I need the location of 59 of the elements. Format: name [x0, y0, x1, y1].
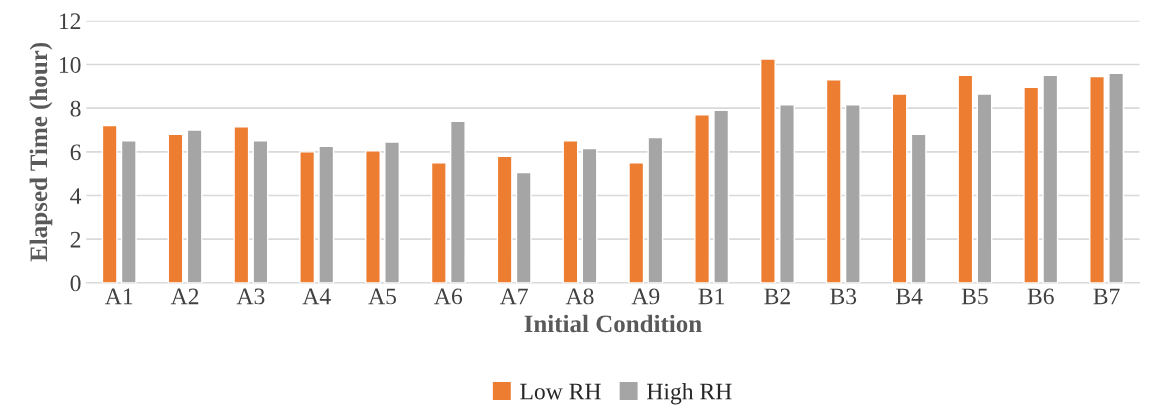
bar	[515, 171, 532, 283]
bar	[694, 114, 711, 283]
bar	[233, 126, 250, 283]
bar	[957, 74, 974, 283]
bar	[1023, 86, 1040, 283]
y-tick-label: 2	[70, 231, 81, 248]
bar	[365, 150, 381, 283]
bar	[1108, 72, 1125, 283]
y-tick-label: 0	[70, 275, 81, 292]
bar	[496, 155, 513, 283]
x-tick-label: A7	[499, 288, 528, 305]
bar	[318, 145, 335, 283]
bar	[186, 129, 203, 283]
bar	[1089, 75, 1105, 283]
bar	[628, 162, 645, 283]
x-tick-label: A8	[565, 288, 594, 305]
bar	[779, 104, 795, 283]
bar	[562, 140, 579, 283]
bar	[825, 79, 842, 283]
y-tick-label: 4	[70, 188, 82, 204]
bar	[430, 162, 447, 283]
bar	[910, 133, 927, 283]
x-tick-label: A4	[302, 288, 331, 305]
x-tick-label: B3	[830, 288, 857, 305]
x-tick-label: A2	[170, 288, 199, 305]
bar	[384, 141, 401, 283]
x-tick-label: A3	[236, 288, 265, 305]
x-tick-label: B4	[896, 288, 923, 305]
y-tick-label: 8	[70, 100, 81, 117]
x-tick-label: A9	[631, 288, 660, 305]
bar	[101, 124, 118, 283]
bar	[759, 58, 776, 283]
bar	[976, 93, 993, 283]
x-tick-label: A5	[368, 288, 397, 305]
bar	[299, 151, 316, 283]
x-tick-label: B5	[961, 288, 988, 305]
bar	[1042, 74, 1059, 283]
bar	[581, 147, 598, 283]
bar	[449, 120, 466, 283]
bar	[120, 140, 137, 283]
x-tick-label: A6	[434, 288, 463, 305]
legend-label: Low RH	[520, 383, 601, 400]
x-tick-label: B1	[698, 288, 724, 305]
y-tick-label: 6	[70, 144, 81, 161]
x-axis-title: Initial Condition	[524, 314, 702, 333]
y-tick-label: 12	[59, 13, 81, 29]
bar	[891, 93, 908, 283]
x-tick-label: B6	[1027, 288, 1054, 305]
bar	[713, 109, 730, 283]
y-axis-title: Elapsed Time (hour)	[29, 42, 53, 262]
x-tick-label: B7	[1093, 288, 1120, 305]
x-tick-label: A1	[105, 288, 133, 305]
x-tick-label: B2	[764, 288, 790, 305]
bar	[252, 140, 269, 283]
bar	[844, 104, 861, 283]
bar	[647, 136, 664, 283]
y-tick-label: 10	[59, 56, 81, 73]
legend-label: High RH	[647, 382, 732, 405]
bar	[167, 133, 184, 283]
